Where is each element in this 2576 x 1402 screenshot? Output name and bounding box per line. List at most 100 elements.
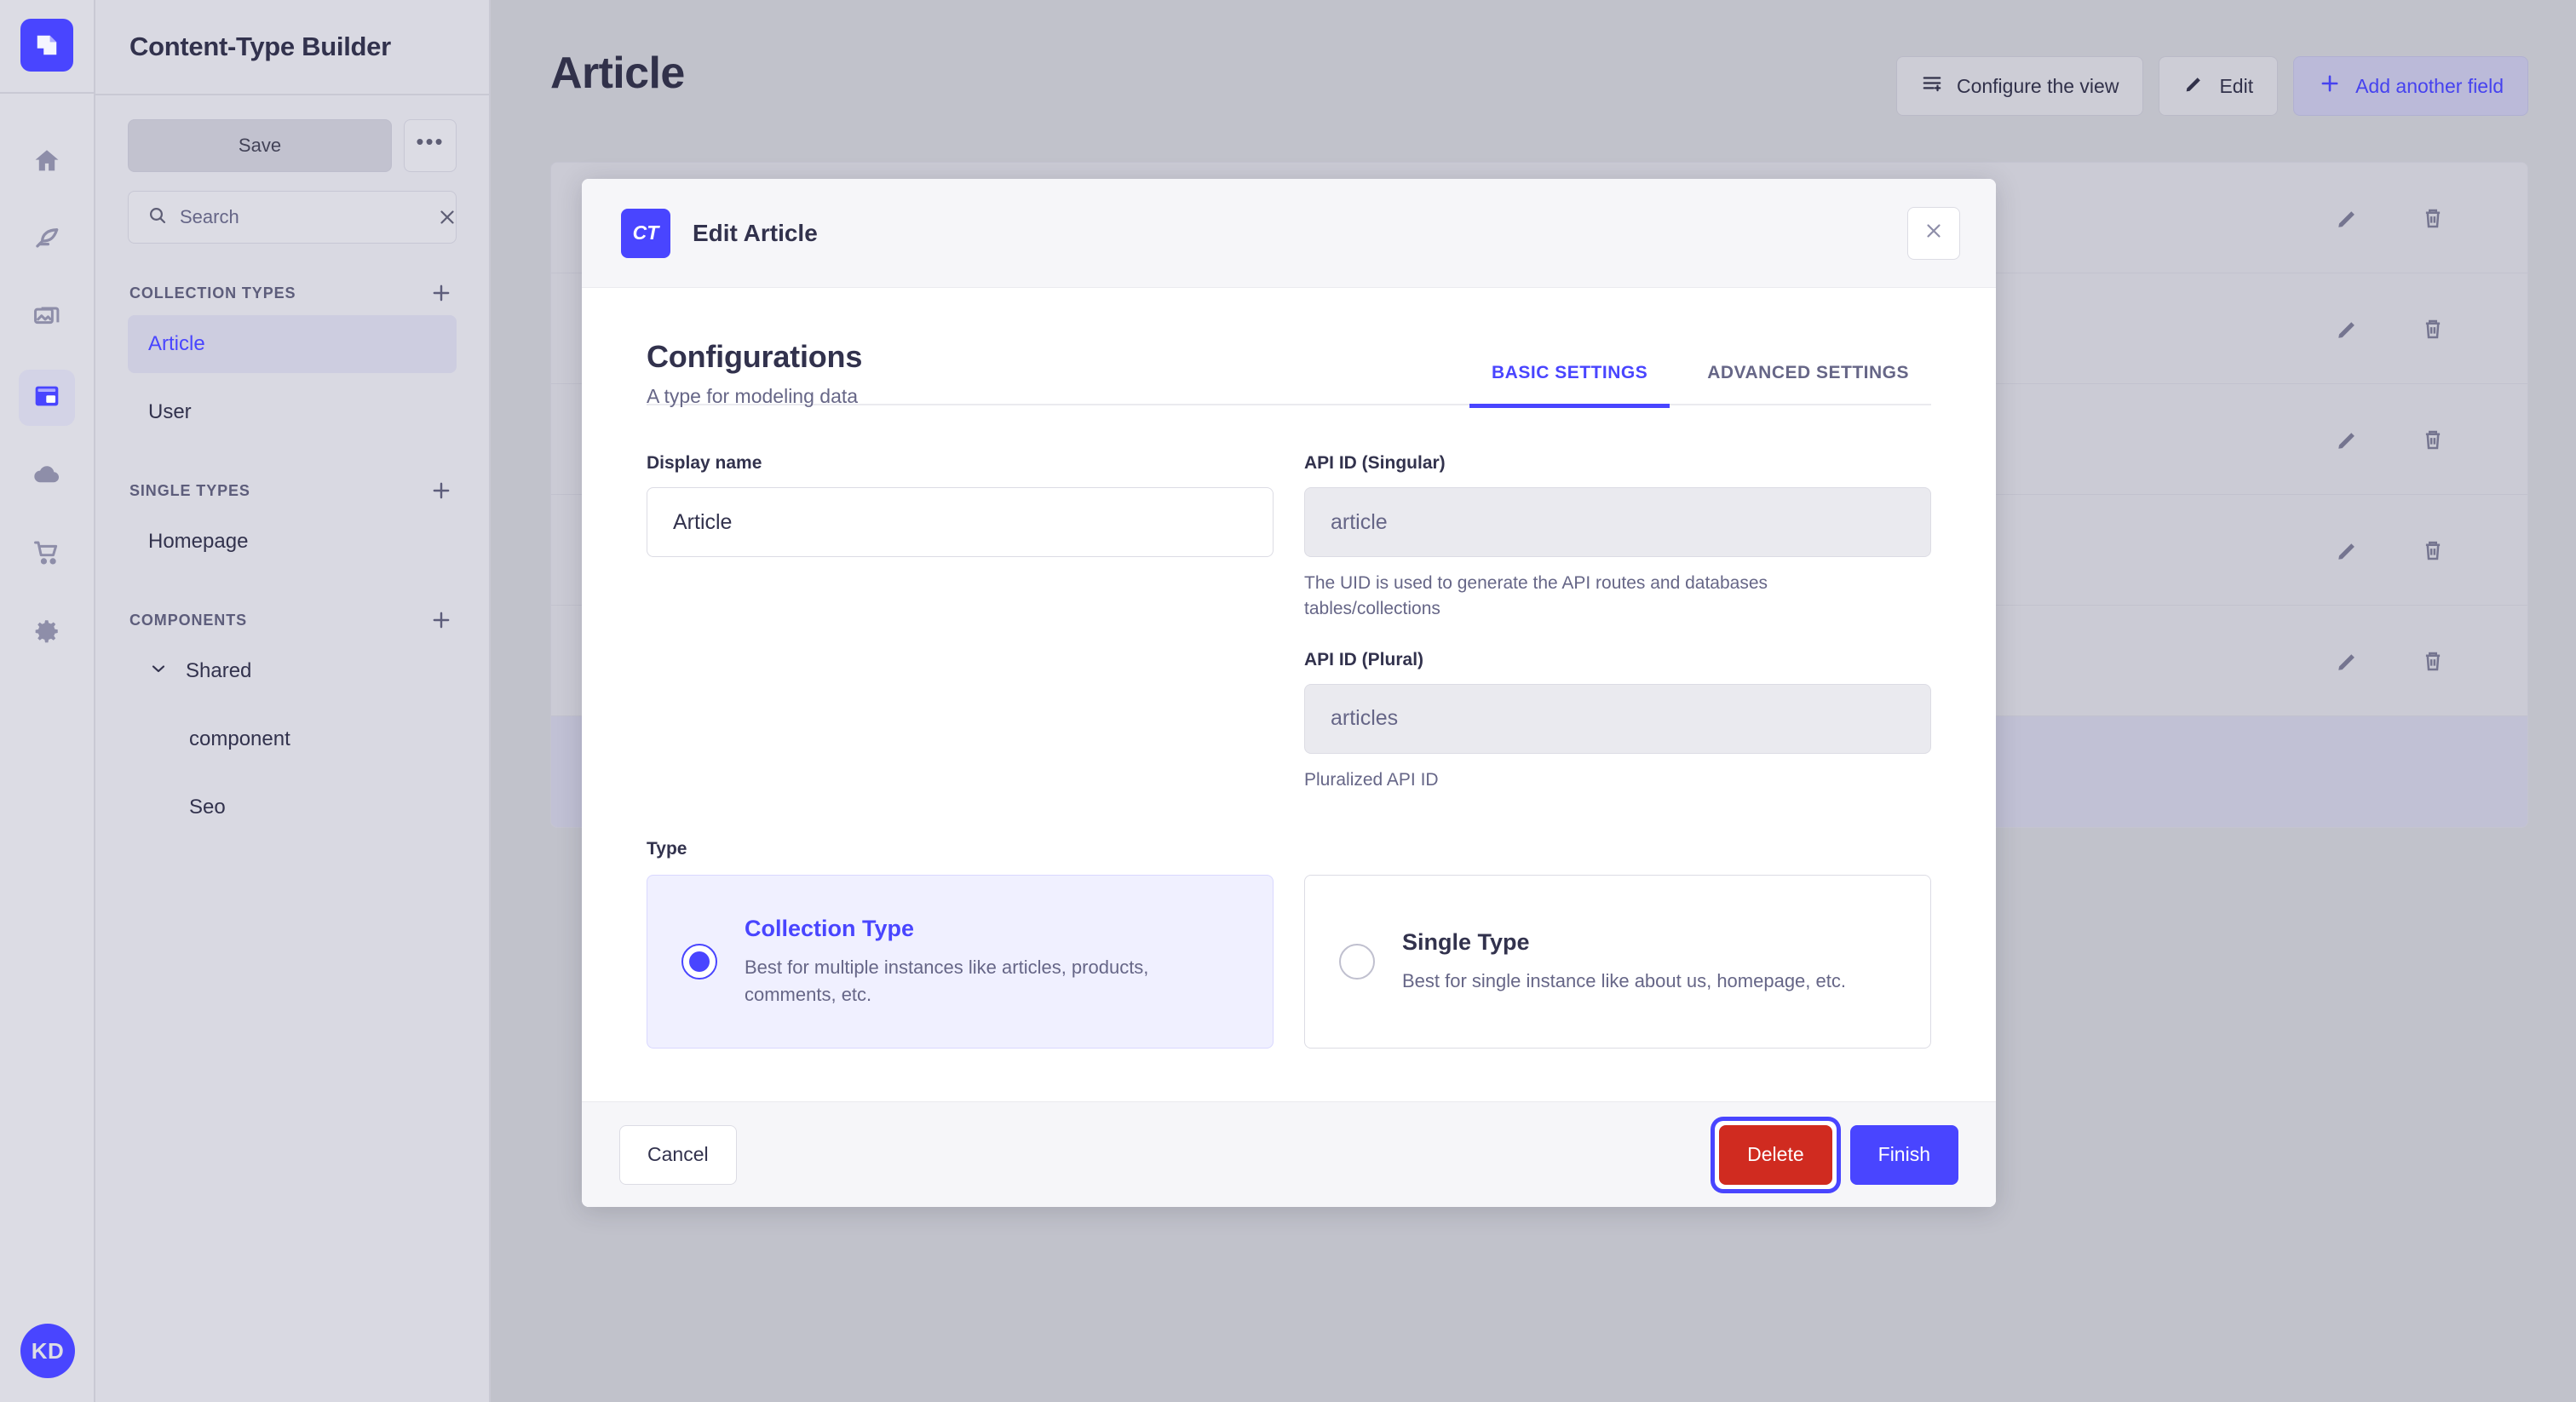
shopping-cart-icon	[32, 538, 61, 572]
modal-title: Edit Article	[693, 219, 818, 246]
component-group-label: Shared	[186, 659, 252, 682]
edit-button[interactable]: Edit	[2159, 56, 2279, 116]
content-type-badge: CT	[621, 208, 670, 258]
close-icon	[1923, 221, 1944, 245]
settings-tabs: BASIC SETTINGS ADVANCED SETTINGS	[1469, 363, 1931, 408]
section-label: COMPONENTS	[129, 611, 248, 629]
content-type-title: Article	[550, 49, 685, 98]
strapi-logo-icon[interactable]	[20, 19, 73, 72]
tab-basic-settings[interactable]: BASIC SETTINGS	[1469, 363, 1670, 408]
main-header: Article Configure the view Edit	[491, 0, 2576, 116]
section-label: COLLECTION TYPES	[129, 284, 296, 302]
close-modal-button[interactable]	[1907, 206, 1960, 260]
pencil-icon[interactable]	[2335, 316, 2360, 342]
layout-icon	[32, 382, 61, 415]
api-id-plural-label: API ID (Plural)	[1304, 649, 1424, 669]
collection-type-name: Collection Type	[745, 915, 915, 941]
type-option-collection-type[interactable]: Collection Type Best for multiple instan…	[647, 875, 1274, 1049]
configurations-subheading: A type for modeling data	[647, 385, 859, 407]
content-type-list-panel: Content-Type Builder Save ••• COLLECTION…	[95, 0, 491, 1402]
add-another-field-label: Add another field	[2355, 74, 2504, 97]
modal-body: Configurations A type for modeling data …	[582, 288, 1996, 1102]
sidebar-item-user[interactable]: User	[148, 400, 192, 423]
section-label: SINGLE TYPES	[129, 481, 250, 499]
cloud-icon	[32, 460, 61, 493]
api-id-singular-hint: The UID is used to generate the API rout…	[1304, 573, 1768, 619]
single-type-name: Single Type	[1402, 928, 1530, 955]
tabs-divider	[647, 404, 1931, 405]
sidebar-item-content-type-builder[interactable]	[19, 370, 75, 426]
trash-icon[interactable]	[2420, 427, 2446, 452]
panel-header: Content-Type Builder	[95, 0, 489, 95]
add-component-icon[interactable]	[429, 608, 453, 632]
cancel-button[interactable]: Cancel	[619, 1124, 737, 1185]
icon-rail: KD	[0, 0, 95, 1402]
page-title: Content-Type Builder	[129, 32, 391, 61]
home-icon	[32, 147, 61, 180]
search-input[interactable]	[180, 206, 425, 228]
type-option-single-type[interactable]: Single Type Best for single instance lik…	[1304, 875, 1931, 1049]
collection-type-description: Best for multiple instances like article…	[745, 956, 1149, 1005]
modal-footer: Cancel Delete Finish	[582, 1101, 1996, 1208]
sidebar-item-homepage[interactable]: Homepage	[148, 530, 249, 553]
trash-icon[interactable]	[2420, 537, 2446, 563]
sidebar-item-component[interactable]: component	[189, 727, 290, 750]
search-clear-icon[interactable]	[437, 207, 457, 227]
chevron-down-icon	[148, 658, 169, 685]
trash-icon[interactable]	[2420, 648, 2446, 674]
add-another-field-button[interactable]: Add another field	[2293, 56, 2528, 116]
search-icon	[147, 205, 168, 230]
add-collection-type-icon[interactable]	[429, 281, 453, 305]
collection-type-radio[interactable]	[681, 944, 717, 980]
api-id-plural-input[interactable]: articles	[1304, 683, 1931, 754]
pencil-icon	[2183, 72, 2205, 100]
display-name-input[interactable]: Article	[647, 487, 1274, 557]
pencil-icon[interactable]	[2335, 648, 2360, 674]
type-label: Type	[647, 839, 687, 859]
avatar[interactable]: KD	[20, 1324, 75, 1378]
save-button[interactable]: Save	[128, 119, 392, 172]
sidebar-item-settings[interactable]	[19, 605, 75, 661]
configure-the-view-label: Configure the view	[1956, 74, 2119, 97]
display-name-field-group: Display name Article	[647, 453, 1274, 793]
list-settings-icon	[1921, 72, 1943, 100]
trash-icon[interactable]	[2420, 316, 2446, 342]
sidebar-item-plugins[interactable]	[19, 448, 75, 504]
rail-divider	[0, 92, 94, 94]
images-icon	[32, 303, 61, 336]
display-name-label: Display name	[647, 453, 762, 473]
gear-icon	[32, 617, 61, 650]
search-input-wrapper[interactable]	[128, 191, 457, 244]
configurations-heading: Configurations	[647, 339, 863, 374]
component-group-shared[interactable]: Shared	[128, 642, 457, 700]
section-header-single-types: SINGLE TYPES	[128, 479, 457, 503]
section-header-components: COMPONENTS	[128, 608, 457, 632]
edit-article-modal: CT Edit Article Configurations A type fo…	[582, 179, 1996, 1208]
sidebar-item-marketplace[interactable]	[19, 526, 75, 583]
pencil-icon[interactable]	[2335, 205, 2360, 231]
pencil-icon[interactable]	[2335, 427, 2360, 452]
api-id-plural-hint: Pluralized API ID	[1304, 769, 1439, 790]
api-id-singular-input[interactable]: article	[1304, 487, 1931, 557]
sidebar-item-article[interactable]: Article	[128, 315, 457, 373]
tab-advanced-settings[interactable]: ADVANCED SETTINGS	[1707, 363, 1909, 382]
configure-the-view-button[interactable]: Configure the view	[1895, 56, 2144, 116]
edit-label: Edit	[2219, 74, 2254, 97]
trash-icon[interactable]	[2420, 205, 2446, 231]
pencil-icon[interactable]	[2335, 537, 2360, 563]
feather-icon	[32, 225, 61, 258]
plus-icon	[2318, 72, 2342, 101]
add-single-type-icon[interactable]	[429, 479, 453, 503]
finish-button[interactable]: Finish	[1849, 1124, 1958, 1185]
sidebar-item-seo[interactable]: Seo	[189, 796, 226, 819]
api-id-singular-label: API ID (Singular)	[1304, 453, 1446, 473]
single-type-radio[interactable]	[1339, 944, 1375, 980]
sidebar-item-content-manager[interactable]	[19, 213, 75, 269]
sidebar-item-home[interactable]	[19, 135, 75, 191]
sidebar-item-media-library[interactable]	[19, 291, 75, 348]
more-actions-button[interactable]: •••	[404, 119, 457, 172]
modal-header: CT Edit Article	[582, 179, 1996, 288]
delete-button-focus-ring: Delete	[1715, 1120, 1837, 1189]
delete-button[interactable]: Delete	[1719, 1124, 1832, 1185]
